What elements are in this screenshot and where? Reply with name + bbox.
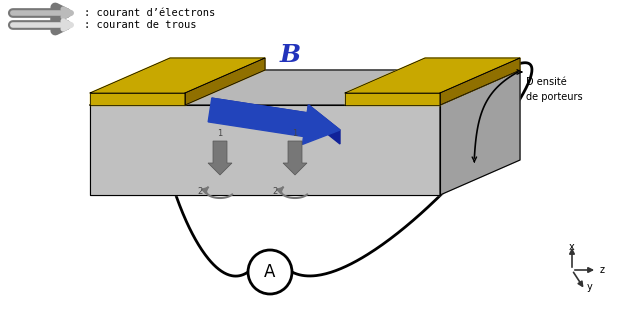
Text: 1: 1 <box>293 129 298 138</box>
Text: 1: 1 <box>217 129 222 138</box>
Text: z: z <box>600 265 605 275</box>
Polygon shape <box>283 141 307 175</box>
Text: y: y <box>587 282 593 292</box>
Polygon shape <box>90 105 440 195</box>
Circle shape <box>248 250 292 294</box>
Polygon shape <box>440 70 520 195</box>
Polygon shape <box>345 93 440 105</box>
Text: D ensité
de porteurs: D ensité de porteurs <box>526 77 583 102</box>
Text: 2: 2 <box>198 187 203 196</box>
Polygon shape <box>185 58 265 105</box>
Polygon shape <box>212 98 340 144</box>
Text: x: x <box>569 242 575 252</box>
Polygon shape <box>90 93 185 105</box>
Polygon shape <box>90 70 520 105</box>
Polygon shape <box>440 58 520 105</box>
Text: A: A <box>264 263 276 281</box>
Polygon shape <box>208 98 340 144</box>
Polygon shape <box>208 141 232 175</box>
Text: : courant de trous: : courant de trous <box>84 20 197 30</box>
Polygon shape <box>345 58 520 93</box>
Text: : courant d’électrons: : courant d’électrons <box>84 8 215 18</box>
Polygon shape <box>90 58 265 93</box>
Text: B: B <box>279 43 301 67</box>
Text: 2: 2 <box>273 187 278 196</box>
